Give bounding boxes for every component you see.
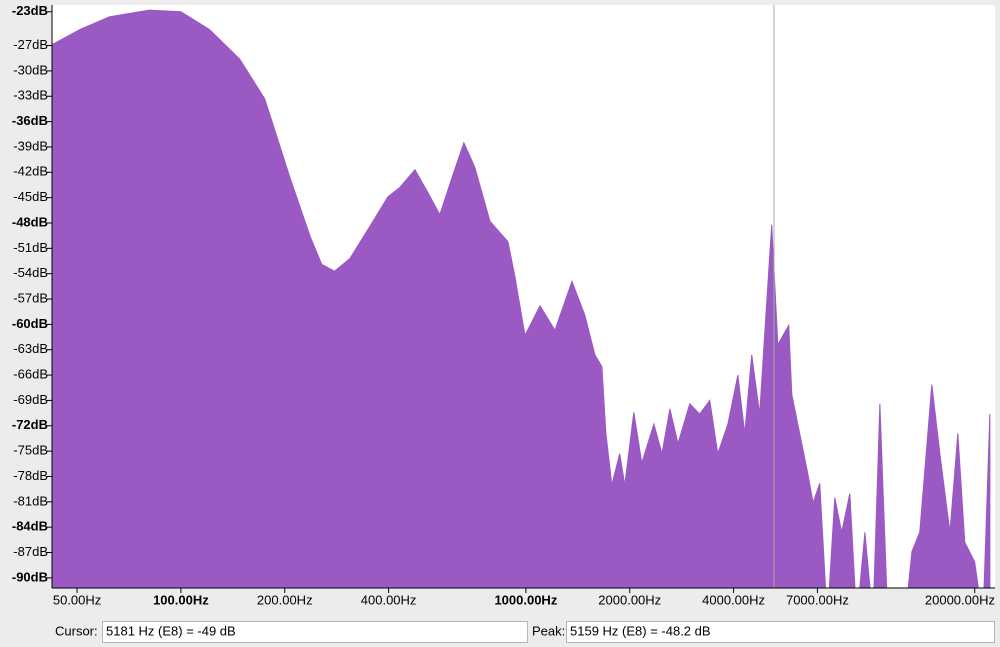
y-tick-label: -30dB [13,62,48,77]
x-tick-label: 7000.00Hz [786,592,849,607]
x-tick-label: 200.00Hz [257,592,313,607]
y-tick-label: -45dB [13,189,48,204]
x-tick-label: 400.00Hz [361,592,417,607]
y-tick-label: -66dB [13,367,48,382]
y-tick-label: -48dB [12,214,48,229]
cursor-value: 5181 Hz (E8) = -49 dB [106,623,236,638]
y-tick-label: -90dB [12,569,48,584]
y-tick-label: -81dB [13,493,48,508]
y-tick-label: -51dB [13,240,48,255]
y-tick-label: -54dB [13,265,48,280]
y-tick-label: -39dB [13,138,48,153]
x-tick-label: 100.00Hz [153,592,209,607]
y-tick-label: -87dB [13,544,48,559]
x-tick-label: 50.00Hz [53,592,101,607]
peak-value: 5159 Hz (E8) = -48.2 dB [570,623,711,638]
y-tick-label: -69dB [13,392,48,407]
y-tick-label: -75dB [13,443,48,458]
cursor-label: Cursor: [55,623,98,638]
y-tick-label: -27dB [13,37,48,52]
x-tick-label: 20000.00Hz [925,592,995,607]
x-tick-label: 2000.00Hz [598,592,661,607]
spectrum-area [52,9,991,588]
y-tick-label: -72dB [12,417,48,432]
y-tick-label: -42dB [13,164,48,179]
y-tick-label: -33dB [13,88,48,103]
peak-field [566,621,995,643]
y-tick-label: -36dB [12,113,48,128]
cursor-field [102,621,528,643]
y-tick-label: -84dB [12,519,48,534]
y-tick-label: -78dB [13,468,48,483]
y-tick-label: -63dB [13,341,48,356]
y-tick-label: -57dB [13,290,48,305]
peak-label: Peak: [532,623,565,638]
y-tick-label: -60dB [12,316,48,331]
y-tick-label: -23dB [12,3,48,18]
x-tick-label: 1000.00Hz [494,592,557,607]
x-tick-label: 4000.00Hz [702,592,765,607]
